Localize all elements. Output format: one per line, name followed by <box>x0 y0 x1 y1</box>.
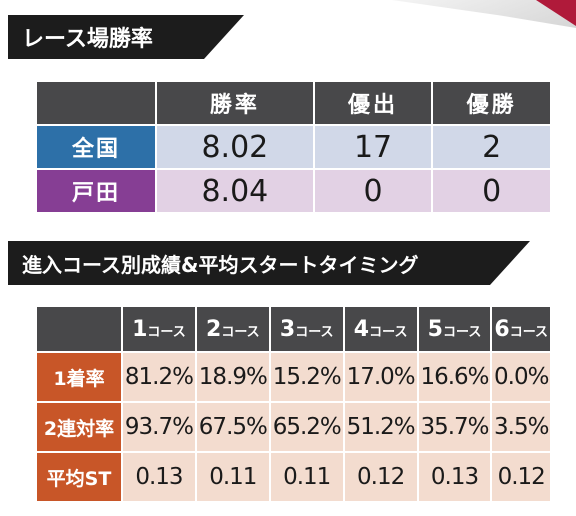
column-header-course-2: 2コース <box>196 307 269 351</box>
section-title-course-stats: 進入コース別成績&平均スタートタイミング <box>8 241 530 285</box>
table-cell: 35.7% <box>418 403 491 451</box>
column-header-win-rate: 勝率 <box>157 82 313 124</box>
venue-win-rate-table: 勝率 優出 優勝 全国 8.02 17 2 戸田 8.04 0 0 <box>35 80 552 214</box>
table-row-toda: 戸田 8.04 0 0 <box>37 170 550 212</box>
table-cell: 15.2% <box>270 353 343 401</box>
table-cell: 18.9% <box>196 353 269 401</box>
column-header-finals: 優出 <box>314 82 432 124</box>
table-cell: 0.11 <box>270 453 343 501</box>
table-row-top-two-rate: 2連対率 93.7% 67.5% 65.2% 51.2% 35.7% 3.5% <box>37 403 550 451</box>
table-cell: 51.2% <box>344 403 417 451</box>
table-cell: 16.6% <box>418 353 491 401</box>
table-cell: 17.0% <box>344 353 417 401</box>
section-title-text: 進入コース別成績&平均スタートタイミング <box>22 252 419 277</box>
table-cell: 93.7% <box>123 403 195 451</box>
table-cell: 65.2% <box>270 403 343 451</box>
course-stats-table: 1コース 2コース 3コース 4コース 5コース 6コース 1着率 81.2% … <box>35 305 552 503</box>
column-header-course-5: 5コース <box>418 307 491 351</box>
table-row-average-st: 平均ST 0.13 0.11 0.11 0.12 0.13 0.12 <box>37 453 550 501</box>
toda-finals: 0 <box>314 170 432 212</box>
table-cell: 0.12 <box>344 453 417 501</box>
nationwide-victories: 2 <box>433 126 550 168</box>
table-row-first-place-rate: 1着率 81.2% 18.9% 15.2% 17.0% 16.6% 0.0% <box>37 353 550 401</box>
column-header-course-4: 4コース <box>344 307 417 351</box>
row-label-average-st: 平均ST <box>37 453 121 501</box>
nationwide-finals: 17 <box>314 126 432 168</box>
toda-victories: 0 <box>433 170 550 212</box>
table-cell: 0.11 <box>196 453 269 501</box>
table-cell: 81.2% <box>123 353 195 401</box>
table-cell: 3.5% <box>492 403 550 451</box>
table-header-row: 勝率 優出 優勝 <box>37 82 550 124</box>
table-cell: 0.0% <box>492 353 550 401</box>
row-label-top-two-rate: 2連対率 <box>37 403 121 451</box>
row-label-toda: 戸田 <box>37 170 155 212</box>
table-header-row: 1コース 2コース 3コース 4コース 5コース 6コース <box>37 307 550 351</box>
row-label-first-place-rate: 1着率 <box>37 353 121 401</box>
section-title-venue-win-rate: レース場勝率 <box>8 15 244 59</box>
toda-win-rate: 8.04 <box>157 170 313 212</box>
row-label-nationwide: 全国 <box>37 126 155 168</box>
table-cell: 0.13 <box>418 453 491 501</box>
table-cell: 0.13 <box>123 453 195 501</box>
column-header-course-3: 3コース <box>270 307 343 351</box>
column-header-course-6: 6コース <box>492 307 550 351</box>
corner-cell <box>37 307 121 351</box>
corner-cell <box>37 82 155 124</box>
table-row-nationwide: 全国 8.02 17 2 <box>37 126 550 168</box>
section-title-text: レース場勝率 <box>22 27 153 52</box>
table-cell: 67.5% <box>196 403 269 451</box>
column-header-victories: 優勝 <box>433 82 550 124</box>
nationwide-win-rate: 8.02 <box>157 126 313 168</box>
column-header-course-1: 1コース <box>123 307 195 351</box>
table-cell: 0.12 <box>492 453 550 501</box>
